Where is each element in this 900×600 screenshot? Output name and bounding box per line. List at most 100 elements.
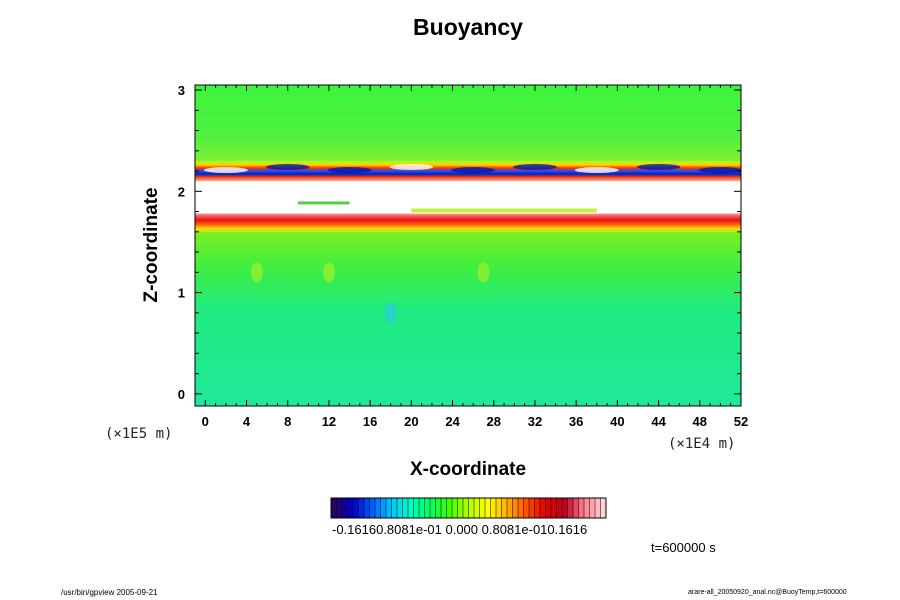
footer-right: arare-all_20050920_anal.nc@BuoyTemp,t=60… xyxy=(688,589,847,596)
disturbance-cell xyxy=(574,167,619,174)
colorbar-frame xyxy=(330,497,607,519)
colorbar-cell xyxy=(424,498,431,518)
x-tick-label: 8 xyxy=(284,414,291,429)
colorbar-labels: -0.16160.8081e-01 0.000 0.8081e-010.1616 xyxy=(332,522,588,537)
colorbar-cell xyxy=(523,498,530,518)
disturbance-cell xyxy=(636,164,681,171)
disturbance-cell xyxy=(451,167,496,174)
colorbar-cell xyxy=(419,498,425,518)
colorbar-cell xyxy=(347,498,354,518)
colorbar-cell xyxy=(408,498,414,518)
colorbar-cell xyxy=(490,498,497,518)
x-tick-label: 28 xyxy=(487,414,501,429)
colorbar-cell xyxy=(375,498,381,518)
chart-title: Buoyancy xyxy=(413,14,523,40)
time-label: t=600000 s xyxy=(651,540,716,555)
colorbar-cell xyxy=(430,498,436,518)
colorbar-cell xyxy=(446,498,453,518)
y-tick-label: 2 xyxy=(178,184,185,199)
colorbar-cell xyxy=(501,498,508,518)
disturbance-cell xyxy=(327,167,372,174)
region-upper xyxy=(195,85,741,161)
disturbance-cell xyxy=(698,167,741,174)
plume xyxy=(322,262,335,283)
colorbar-cell xyxy=(496,498,502,518)
x-tick-label: 40 xyxy=(610,414,624,429)
colorbar-cell xyxy=(534,498,541,518)
colorbar-cell xyxy=(578,498,585,518)
colorbar-cell xyxy=(551,498,557,518)
y-tick-label: 3 xyxy=(178,83,185,98)
colorbar-cell xyxy=(529,498,535,518)
footer-left: /usr/bin/gpview 2005-09-21 xyxy=(61,588,158,597)
colorbar-cell xyxy=(556,498,563,518)
region-red-band xyxy=(195,213,741,232)
colorbar-cell xyxy=(391,498,398,518)
colorbar-cell xyxy=(369,498,376,518)
plot-frame xyxy=(194,84,742,407)
colorbar-cell xyxy=(358,498,365,518)
x-tick-label: 24 xyxy=(445,414,460,429)
region-lower xyxy=(195,231,741,406)
plume xyxy=(250,262,263,283)
y-tick-label: 1 xyxy=(178,286,185,301)
plume xyxy=(384,302,397,323)
band-streak xyxy=(298,201,350,205)
band-streak xyxy=(411,208,597,213)
colorbar-cell xyxy=(457,498,464,518)
x-tick-label: 16 xyxy=(363,414,377,429)
heatmap-field xyxy=(195,85,741,406)
colorbar-cell xyxy=(463,498,469,518)
colorbar-cell xyxy=(567,498,574,518)
colorbar xyxy=(330,497,607,519)
colorbar-cell xyxy=(452,498,458,518)
colorbar-cell xyxy=(479,498,486,518)
x-axis-label: X-coordinate xyxy=(409,459,527,480)
x-tick-label: 12 xyxy=(322,414,336,429)
x-tick-label: 32 xyxy=(528,414,542,429)
x-tick-label: 0 xyxy=(202,414,209,429)
x-tick-label: 52 xyxy=(734,414,748,429)
colorbar-cell xyxy=(562,498,568,518)
colorbar-cell xyxy=(518,498,524,518)
z-unit-label: (×1E5 m) xyxy=(105,426,173,442)
colorbar-cell xyxy=(573,498,579,518)
colorbar-cell xyxy=(540,498,546,518)
colorbar-cell xyxy=(435,498,442,518)
x-tick-label: 20 xyxy=(404,414,418,429)
colorbar-cell xyxy=(485,498,491,518)
colorbar-cell xyxy=(364,498,370,518)
y-tick-label: 0 xyxy=(178,387,185,402)
colorbar-cell xyxy=(600,498,607,518)
x-unit-label: (×1E4 m) xyxy=(668,436,736,452)
disturbance-cell xyxy=(265,164,310,171)
colorbar-cell xyxy=(413,498,420,518)
colorbar-cell xyxy=(584,498,590,518)
x-tick-label: 48 xyxy=(693,414,707,429)
colorbar-cell xyxy=(380,498,387,518)
colorbar-cell xyxy=(397,498,403,518)
x-tick-label: 36 xyxy=(569,414,583,429)
colorbar-cell xyxy=(336,498,343,518)
x-tick-label: 44 xyxy=(651,414,666,429)
colorbar-cell xyxy=(589,498,596,518)
colorbar-cell xyxy=(512,498,519,518)
colorbar-cell xyxy=(545,498,552,518)
colorbar-cell xyxy=(342,498,348,518)
plume xyxy=(477,262,490,283)
colorbar-cell xyxy=(468,498,475,518)
disturbance-cell xyxy=(389,164,434,171)
colorbar-cell xyxy=(595,498,601,518)
colorbar-cell xyxy=(402,498,409,518)
x-tick-label: 4 xyxy=(243,414,251,429)
colorbar-cell xyxy=(353,498,359,518)
disturbance-cell xyxy=(203,167,248,174)
disturbance-cell xyxy=(512,164,557,171)
colorbar-cell xyxy=(331,498,337,518)
colorbar-cell xyxy=(507,498,513,518)
colorbar-cell xyxy=(474,498,480,518)
colorbar-cell xyxy=(386,498,392,518)
colorbar-cell xyxy=(441,498,447,518)
